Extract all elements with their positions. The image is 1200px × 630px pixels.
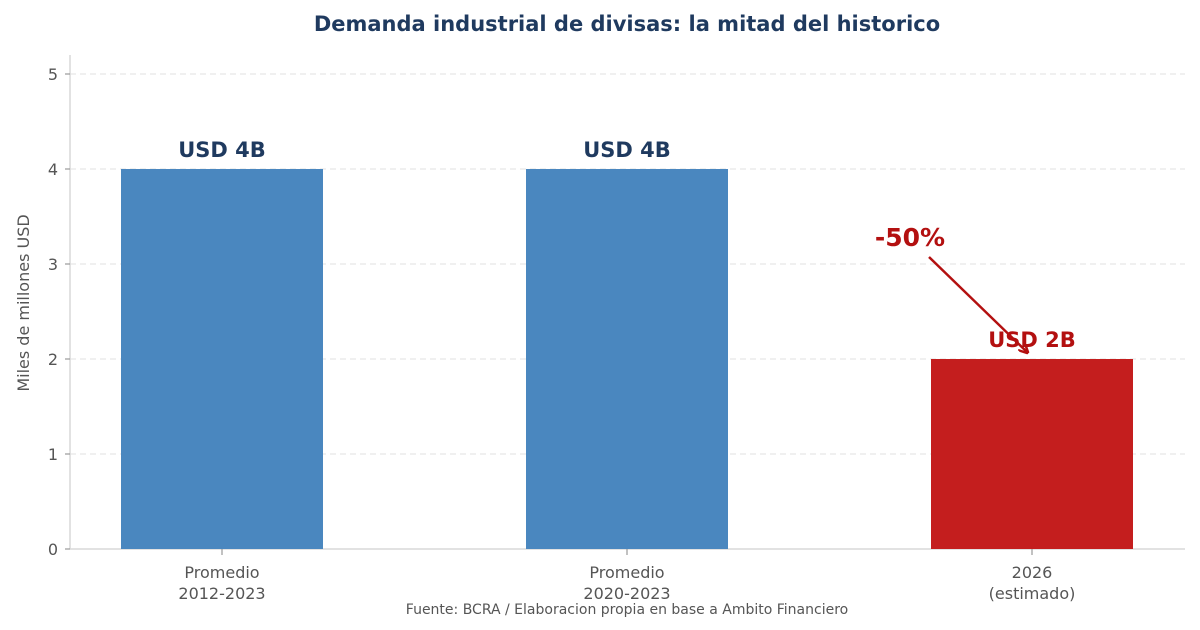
x-tick-label: 2012-2023: [178, 584, 265, 603]
bar-value-label: USD 2B: [988, 328, 1076, 352]
bar: [931, 359, 1133, 549]
y-axis-ticks: 0 1 2 3 4 5: [48, 65, 70, 559]
bars: [121, 169, 1133, 549]
y-tick-label: 4: [48, 160, 58, 179]
y-tick-label: 2: [48, 350, 58, 369]
annotation-text: -50%: [875, 223, 945, 252]
annotation-arrow: [928, 256, 1027, 352]
x-tick-label: 2020-2023: [583, 584, 670, 603]
y-tick-label: 0: [48, 540, 58, 559]
bar-value-label: USD 4B: [178, 138, 266, 162]
chart-title: Demanda industrial de divisas: la mitad …: [314, 12, 940, 36]
x-tick-label: (estimado): [989, 584, 1076, 603]
bar: [526, 169, 728, 549]
bar-value-label: USD 4B: [583, 138, 671, 162]
annotation: -50%: [875, 223, 1027, 352]
x-tick-label: Promedio: [184, 563, 259, 582]
y-tick-label: 3: [48, 255, 58, 274]
source-note: Fuente: BCRA / Elaboracion propia en bas…: [406, 602, 848, 618]
bar-labels: USD 4B USD 4B USD 2B: [178, 138, 1076, 352]
x-axis-ticks: Promedio 2012-2023 Promedio 2020-2023 2026 (e…: [178, 549, 1075, 603]
x-tick-label: Promedio: [589, 563, 664, 582]
x-tick-label: 2026: [1012, 563, 1053, 582]
y-tick-label: 1: [48, 445, 58, 464]
y-tick-label: 5: [48, 65, 58, 84]
y-axis-label: Miles de millones USD: [14, 214, 33, 391]
bar: [121, 169, 323, 549]
